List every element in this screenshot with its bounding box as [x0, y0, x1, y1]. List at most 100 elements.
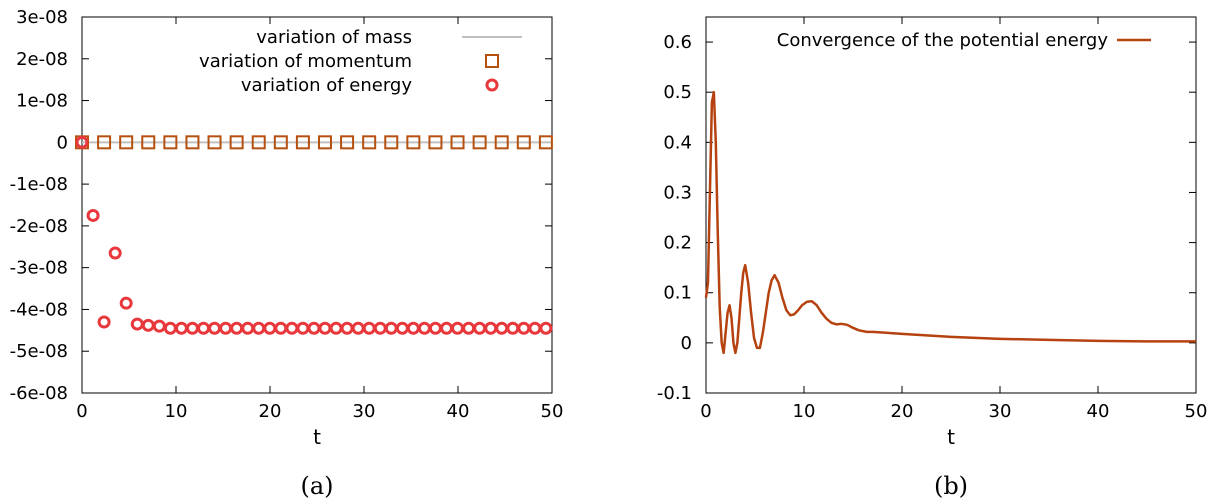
y-tick-label: -3e-08 [10, 258, 68, 279]
data-point-circle [495, 321, 509, 335]
chart-a-x-axis-label: t [313, 425, 321, 449]
data-point-square [494, 135, 509, 150]
data-point-circle [329, 321, 343, 335]
data-point-circle [130, 317, 144, 331]
data-point-circle [307, 321, 321, 335]
series-variation-of-energy [75, 135, 553, 335]
legend-label: variation of mass [256, 27, 412, 48]
data-point-circle [141, 318, 155, 332]
data-point-square [207, 135, 222, 150]
data-point-circle [219, 321, 233, 335]
chart-b-x-axis-label: t [947, 425, 955, 449]
x-tick-label: 0 [76, 401, 87, 422]
y-tick-label: -6e-08 [10, 383, 68, 404]
data-point-circle [539, 321, 553, 335]
x-tick-label: 30 [989, 401, 1012, 422]
data-point-circle [274, 321, 288, 335]
data-point-circle [395, 321, 409, 335]
data-point-circle [362, 321, 376, 335]
data-point-square [428, 135, 443, 150]
data-point-square [406, 135, 421, 150]
data-point-circle [440, 321, 454, 335]
chart-b-ticks: 0 10 20 30 40 50 0.6 0.5 0.4 0.3 0.2 0.1 0 -0.1 [657, 17, 1208, 422]
legend-swatch [485, 54, 499, 68]
x-tick-label: 20 [259, 401, 282, 422]
data-point-circle [384, 321, 398, 335]
y-tick-label: -2e-08 [10, 216, 68, 237]
data-point-square [97, 135, 112, 150]
data-point-circle [241, 321, 255, 335]
y-tick-label: -0.1 [657, 383, 692, 404]
chart-a-ticks: 0 10 20 30 40 50 3e-08 2e-08 1e-08 0 -1e-08 -2e-08 -… [10, 7, 564, 422]
data-point-square [362, 135, 377, 150]
data-point-circle [373, 321, 387, 335]
data-point-square [472, 135, 487, 150]
legend-swatch [485, 78, 499, 92]
series-variation-of-momentum [75, 135, 553, 150]
data-point-circle [340, 321, 354, 335]
chart-a-caption: (a) [300, 472, 333, 500]
data-point-circle [484, 321, 498, 335]
data-point-circle [528, 321, 542, 335]
data-point-circle [406, 321, 420, 335]
data-point-circle [451, 321, 465, 335]
data-point-square [185, 135, 200, 150]
x-tick-label: 0 [700, 401, 711, 422]
data-point-square [384, 135, 399, 150]
y-tick-label: 0 [57, 132, 68, 153]
data-point-circle [230, 321, 244, 335]
y-tick-label: 0.3 [663, 182, 692, 203]
legend-label: Convergence of the potential energy [777, 30, 1109, 51]
data-point-circle [351, 321, 365, 335]
chart-b: 0 10 20 30 40 50 0.6 0.5 0.4 0.3 0.2 0.1 0 -0.1 Conve… [657, 16, 1208, 500]
data-point-circle [97, 315, 111, 329]
data-point-circle [185, 321, 199, 335]
data-point-square [163, 135, 178, 150]
x-tick-label: 40 [1087, 401, 1110, 422]
data-point-circle [517, 321, 531, 335]
chart-b-series [704, 90, 1196, 355]
chart-b-legend: Convergence of the potential energy [777, 30, 1151, 51]
y-tick-label: 0 [681, 333, 692, 354]
data-point-circle [428, 321, 442, 335]
data-point-circle [174, 321, 188, 335]
data-point-square [516, 135, 531, 150]
data-point-circle [152, 319, 166, 333]
y-tick-label: 3e-08 [16, 7, 68, 28]
data-point-circle [263, 321, 277, 335]
data-point-square [450, 135, 465, 150]
x-tick-label: 30 [353, 401, 376, 422]
y-tick-label: -5e-08 [10, 341, 68, 362]
y-tick-label: 0.6 [663, 32, 692, 53]
y-tick-label: 2e-08 [16, 49, 68, 70]
x-tick-label: 40 [447, 401, 470, 422]
data-point-square [251, 135, 266, 150]
x-tick-label: 50 [1185, 401, 1208, 422]
data-point-circle [473, 321, 487, 335]
data-point-circle [506, 321, 520, 335]
data-point-circle [197, 321, 211, 335]
series-convergence-of-the-potential-energy [704, 90, 1196, 355]
chart-b-caption: (b) [934, 472, 968, 500]
data-point-circle [318, 321, 332, 335]
data-point-circle [163, 321, 177, 335]
legend-label: variation of energy [241, 75, 412, 96]
data-point-circle [462, 321, 476, 335]
data-point-square [141, 135, 156, 150]
data-point-circle [86, 208, 100, 222]
data-point-square [295, 135, 310, 150]
x-tick-label: 10 [793, 401, 816, 422]
data-point-circle [285, 321, 299, 335]
series-line [704, 90, 1196, 355]
x-tick-label: 20 [891, 401, 914, 422]
chart-a: 0 10 20 30 40 50 3e-08 2e-08 1e-08 0 -1e-08 -2e-08 -… [10, 7, 564, 500]
y-tick-label: 1e-08 [16, 91, 68, 112]
data-point-circle [108, 246, 122, 260]
x-tick-label: 10 [165, 401, 188, 422]
data-point-circle [252, 321, 266, 335]
data-point-square [273, 135, 288, 150]
y-tick-label: 0.5 [663, 82, 692, 103]
y-tick-label: 0.2 [663, 233, 692, 254]
y-tick-label: 0.4 [663, 132, 692, 153]
